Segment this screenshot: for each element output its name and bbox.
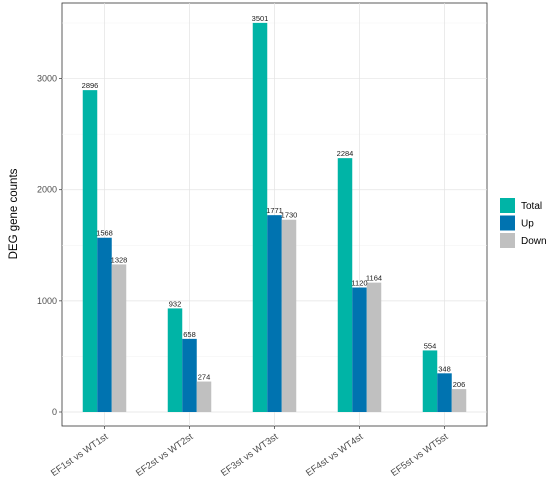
y-tick-label: 3000 — [37, 74, 57, 84]
bar-down — [111, 264, 127, 412]
bar-up — [182, 338, 197, 412]
legend-label-down: Down — [521, 236, 547, 247]
x-tick-label: EF1st vs WT1st — [49, 431, 111, 479]
bar-up — [352, 287, 367, 412]
y-axis-title: DEG gene counts — [8, 168, 20, 259]
bar-total — [82, 90, 98, 413]
bar-up — [437, 373, 452, 412]
data-label: 3501 — [252, 14, 269, 23]
bars — [82, 22, 467, 413]
data-label: 1730 — [281, 211, 298, 220]
y-axis: 0 1000 2000 3000 — [37, 74, 62, 417]
legend: Total Up Down — [500, 198, 547, 248]
data-label: 1328 — [111, 255, 128, 264]
bar-total — [252, 22, 268, 413]
legend-key-up — [500, 215, 515, 231]
x-tick-label: EF4st vs WT4st — [304, 431, 366, 479]
data-label: 2896 — [82, 81, 99, 90]
legend-label-up: Up — [521, 219, 534, 230]
data-label: 2284 — [337, 149, 354, 158]
data-label: 274 — [198, 373, 211, 382]
bar-down — [196, 381, 212, 412]
bar-total — [337, 158, 353, 412]
data-label: 1164 — [366, 274, 382, 283]
legend-key-total — [500, 198, 515, 213]
data-label: 932 — [169, 299, 182, 308]
bar-up — [97, 237, 112, 412]
data-label: 658 — [183, 330, 196, 339]
gridlines — [62, 3, 487, 426]
bar-down — [451, 389, 467, 412]
bar-down — [281, 219, 297, 412]
legend-key-down — [500, 233, 515, 248]
data-label: 206 — [453, 380, 466, 389]
x-tick-label: EF3st vs WT3st — [219, 431, 281, 479]
x-tick-label: EF2st vs WT2st — [134, 431, 196, 479]
bar-up — [267, 215, 282, 412]
y-tick-label: 0 — [52, 407, 57, 417]
data-label: 1568 — [96, 229, 113, 238]
data-label: 1120 — [351, 279, 367, 288]
y-tick-label: 2000 — [37, 185, 57, 195]
y-tick-label: 1000 — [37, 296, 57, 306]
x-tick-label: EF5st vs WT5st — [389, 431, 451, 479]
bar-total — [167, 308, 183, 412]
data-label: 348 — [438, 364, 451, 373]
data-label: 1771 — [266, 206, 283, 215]
legend-label-total: Total — [521, 201, 542, 212]
x-axis: EF1st vs WT1st EF2st vs WT2st EF3st vs WT3… — [49, 426, 451, 479]
bar-down — [366, 282, 382, 412]
bar-total — [422, 350, 438, 412]
data-label: 554 — [424, 341, 437, 350]
